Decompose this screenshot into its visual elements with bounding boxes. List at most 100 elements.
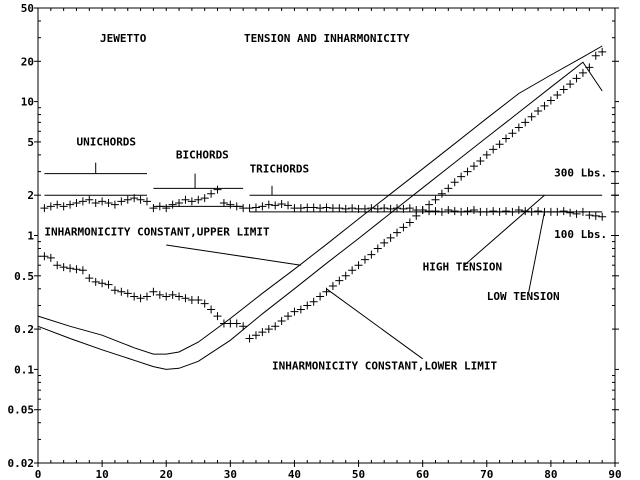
y-tick-label: 0.5 [14, 270, 34, 283]
data-point [271, 322, 280, 331]
data-point [168, 290, 177, 299]
annotation-label: INHARMONICITY CONSTANT,UPPER LIMIT [44, 226, 270, 239]
data-point [136, 195, 145, 204]
data-point [578, 68, 587, 77]
y-tick-label: 0.05 [8, 404, 35, 417]
data-point [534, 107, 543, 116]
data-point [405, 204, 414, 213]
data-point [271, 201, 280, 210]
data-point [386, 204, 395, 213]
data-point [335, 276, 344, 285]
data-point [181, 294, 190, 303]
data-point [489, 207, 498, 216]
data-point [175, 292, 184, 301]
data-point [572, 74, 581, 83]
data-point [367, 250, 376, 259]
data-point [450, 207, 459, 216]
data-point [207, 305, 216, 314]
data-point [59, 263, 68, 272]
x-tick-label: 80 [544, 468, 557, 480]
data-point [354, 261, 363, 270]
data-point [226, 200, 235, 209]
data-point [360, 204, 369, 213]
data-point [110, 200, 119, 209]
leader-line [527, 211, 545, 294]
data-point [489, 145, 498, 154]
data-point [245, 204, 254, 213]
x-tick-label: 40 [288, 468, 301, 480]
data-point [578, 207, 587, 216]
x-tick-label: 20 [160, 468, 173, 480]
data-point [463, 167, 472, 176]
chart-title: TENSION AND INHARMONICITY [244, 32, 410, 45]
data-point [572, 209, 581, 218]
data-point [149, 287, 158, 296]
data-point [322, 203, 331, 212]
data-point [277, 199, 286, 208]
data-point [162, 204, 171, 213]
data-point [277, 316, 286, 325]
data-point [425, 200, 434, 209]
data-point [328, 281, 337, 290]
leader-line [166, 244, 301, 266]
data-point [72, 265, 81, 274]
data-point [316, 204, 325, 213]
data-point [239, 322, 248, 331]
y-tick-label: 1 [27, 230, 34, 243]
annotation-label: BICHORDS [176, 149, 229, 162]
data-point [136, 294, 145, 303]
data-point [284, 312, 293, 321]
data-point [514, 123, 523, 132]
data-point [527, 112, 536, 121]
data-point [437, 189, 446, 198]
data-point [598, 47, 607, 56]
annotation-label: 100 Lbs. [554, 228, 607, 241]
data-point [251, 331, 260, 340]
y-tick-label: 0.1 [14, 363, 34, 376]
data-point [104, 280, 113, 289]
data-point [482, 207, 491, 216]
data-point [566, 208, 575, 217]
data-point [117, 287, 126, 296]
x-tick-label: 90 [608, 468, 621, 480]
data-point [53, 261, 62, 270]
data-point [566, 80, 575, 89]
annotation-label: LOW TENSION [487, 290, 560, 303]
data-point [98, 197, 107, 206]
data-point [59, 202, 68, 211]
data-point [264, 200, 273, 209]
y-tick-label: 10 [21, 96, 34, 109]
data-point [598, 212, 607, 221]
data-point [194, 195, 203, 204]
data-point [367, 204, 376, 213]
data-point [521, 207, 530, 216]
data-point [348, 204, 357, 213]
data-point [232, 319, 241, 328]
data-point [91, 198, 100, 207]
annotation-label: 300 Lbs. [554, 167, 607, 180]
data-point [469, 162, 478, 171]
data-point [194, 295, 203, 304]
data-point [393, 228, 402, 237]
data-point [405, 218, 414, 227]
data-point [559, 85, 568, 94]
data-point [85, 195, 94, 204]
data-point [546, 96, 555, 105]
data-point [373, 244, 382, 253]
data-point [393, 204, 402, 213]
x-tick-label: 50 [352, 468, 365, 480]
x-tick-label: 10 [95, 468, 108, 480]
data-point [181, 195, 190, 204]
leader-line [464, 194, 545, 266]
y-tick-label: 20 [21, 55, 34, 68]
data-point [303, 301, 312, 310]
data-point [72, 198, 81, 207]
data-point [431, 195, 440, 204]
data-point [386, 233, 395, 242]
data-point [553, 91, 562, 100]
data-point [508, 207, 517, 216]
data-point [591, 51, 600, 60]
right-axis-point [611, 179, 619, 188]
data-point [91, 277, 100, 286]
data-point [142, 197, 151, 206]
